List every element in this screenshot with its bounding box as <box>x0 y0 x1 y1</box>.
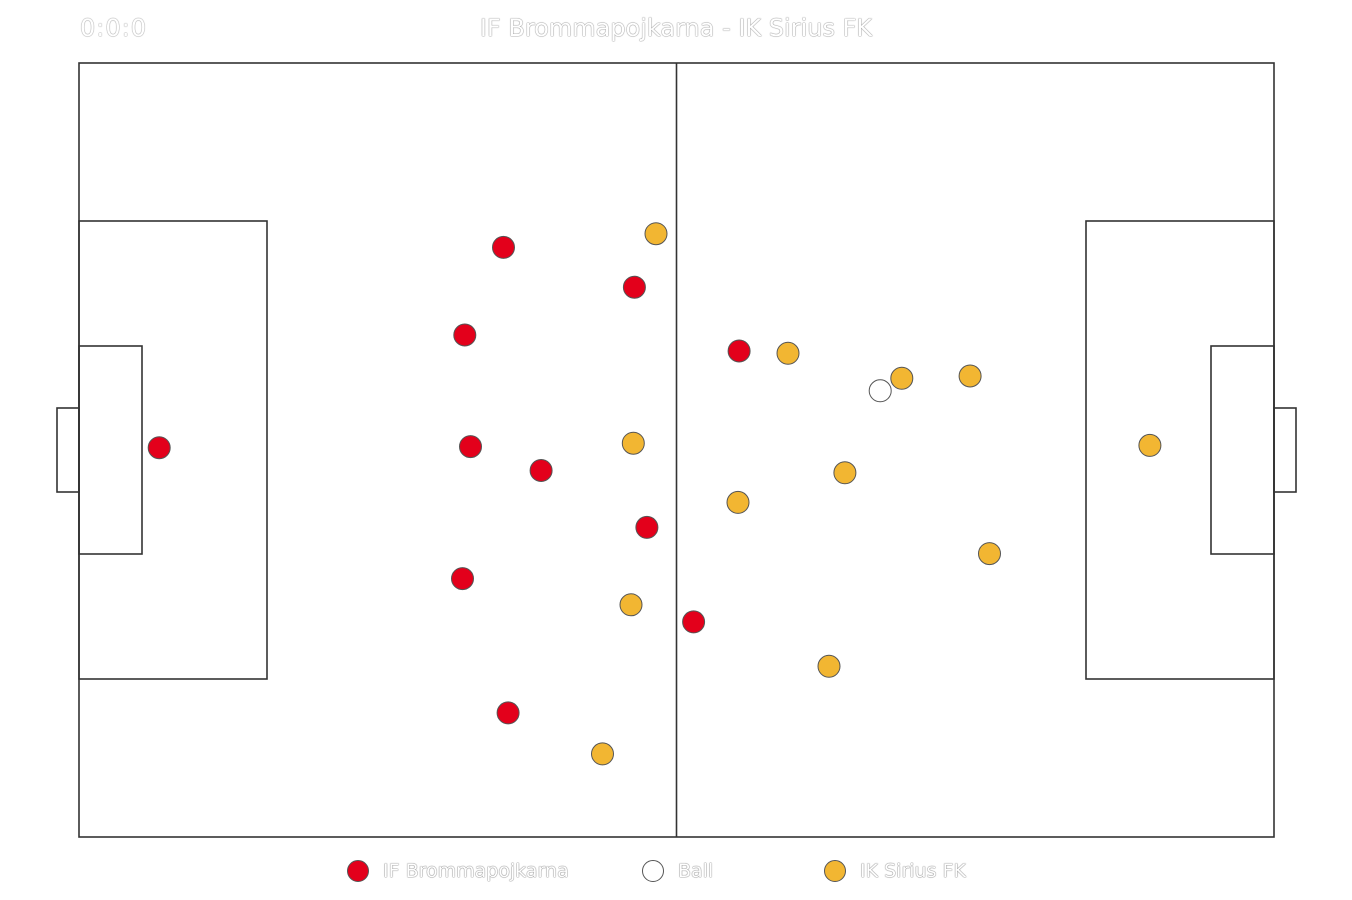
away-player-8 <box>621 431 645 455</box>
away-player-11 <box>817 654 841 678</box>
home-player-9 <box>496 701 520 725</box>
home-player-1 <box>147 436 171 460</box>
legend-item-home: IF Brommapojkarna <box>347 856 569 886</box>
right-penalty-area <box>1085 220 1275 680</box>
legend: IF Brommapojkarna Ball IK Sirius FK <box>0 856 1352 886</box>
legend-label-away: IK Sirius FK <box>860 860 966 882</box>
home-player-5 <box>459 435 482 459</box>
away-player-12 <box>591 742 614 766</box>
legend-item-away: IK Sirius FK <box>824 856 966 886</box>
match-clock: 0:0:0 <box>80 14 147 42</box>
away-player-6 <box>726 490 750 514</box>
home-player-6 <box>529 459 553 482</box>
right-goal-area <box>1210 345 1275 555</box>
home-player-7 <box>635 515 659 539</box>
away-marker-icon <box>824 860 846 882</box>
home-player-3 <box>622 275 646 299</box>
left-penalty-area <box>78 220 268 680</box>
away-player-9 <box>978 542 1001 566</box>
home-player-8 <box>451 567 474 591</box>
away-player-10 <box>619 593 643 617</box>
right-goal <box>1273 407 1297 493</box>
away-player-7 <box>833 461 857 485</box>
home-player-11 <box>682 610 706 634</box>
ball <box>868 379 892 403</box>
away-player-3 <box>776 341 800 365</box>
legend-label-ball: Ball <box>678 860 714 882</box>
left-goal <box>56 407 80 493</box>
away-player-2 <box>644 222 668 246</box>
match-title: IF Brommapojkarna - IK Sirius FK <box>479 14 873 42</box>
away-player-4 <box>890 366 914 390</box>
home-player-10 <box>727 339 751 363</box>
home-player-2 <box>492 235 515 259</box>
left-goal-area <box>78 345 143 555</box>
legend-label-home: IF Brommapojkarna <box>383 860 569 882</box>
legend-item-ball: Ball <box>642 856 713 886</box>
away-player-5 <box>958 364 982 388</box>
ball-marker-icon <box>642 860 664 882</box>
home-marker-icon <box>347 860 369 882</box>
home-player-4 <box>453 323 477 347</box>
away-player-1 <box>1138 433 1162 457</box>
